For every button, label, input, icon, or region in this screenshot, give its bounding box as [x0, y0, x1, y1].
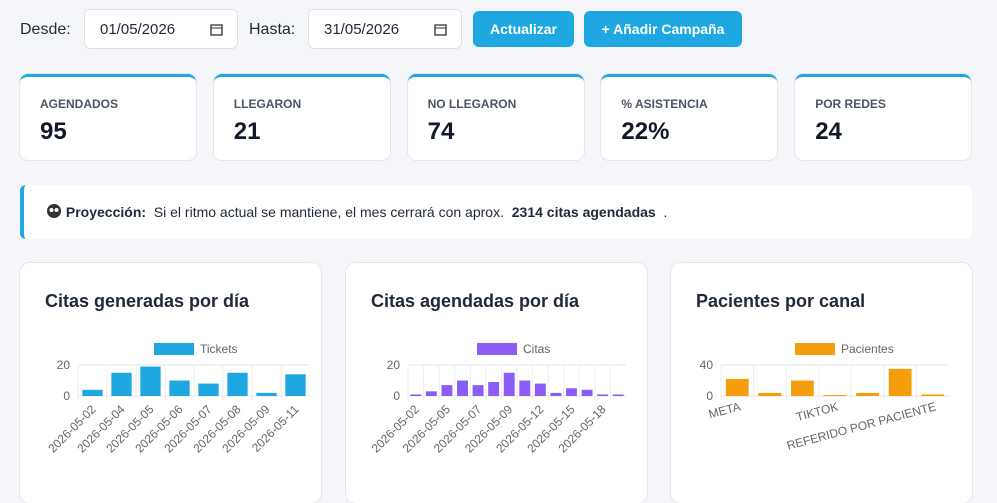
- kpi-value: 22%: [621, 118, 670, 145]
- projection-banner: Proyección: Si el ritmo actual se mantie…: [20, 185, 972, 239]
- chart-title: Citas generadas por día: [45, 291, 250, 311]
- kpi-card: NO LLEGARON 74: [407, 74, 584, 160]
- legend-label: Citas: [523, 342, 550, 356]
- legend-label: Tickets: [200, 342, 238, 356]
- dashboard: Desde: 01/05/2026 Hasta: 31/05/2026 Actu…: [20, 9, 972, 503]
- from-date[interactable]: 01/05/2026: [84, 9, 238, 49]
- legend-swatch: [795, 343, 835, 355]
- projection-highlight: 2314 citas agendadas: [511, 204, 656, 220]
- from-label: Desde:: [20, 21, 71, 38]
- bar: [441, 385, 453, 396]
- calendar-icon: [210, 24, 223, 36]
- kpi-label: AGENDADOS: [40, 97, 119, 111]
- kpi-value: 24: [815, 118, 842, 145]
- chart-card: Citas agendadas por día Citas 0 20 2026-05-0…: [346, 263, 647, 503]
- bar: [169, 380, 190, 396]
- kpi-value: 95: [40, 118, 67, 145]
- to-date[interactable]: 31/05/2026: [308, 9, 462, 49]
- kpi-card: % ASISTENCIA 22%: [601, 74, 778, 160]
- bar: [425, 391, 437, 396]
- calendar-icon: [434, 24, 447, 36]
- y-tick-label: 0: [706, 389, 713, 403]
- bar: [227, 372, 248, 396]
- kpi-card: AGENDADOS 95: [20, 74, 196, 160]
- kpi-label: LLEGARON: [233, 97, 302, 111]
- kpi-card: POR REDES 24: [795, 74, 972, 160]
- to-label: Hasta:: [249, 21, 296, 38]
- kpi-label: NO LLEGARON: [427, 97, 517, 111]
- projection-end: .: [663, 204, 668, 220]
- bar: [488, 382, 500, 396]
- from-value: 01/05/2026: [100, 21, 176, 38]
- y-tick-label: 20: [387, 358, 401, 372]
- bar: [921, 394, 945, 396]
- bar: [285, 374, 306, 396]
- to-value: 31/05/2026: [324, 21, 400, 38]
- bar: [791, 380, 814, 396]
- bar: [256, 392, 277, 396]
- legend-swatch: [154, 343, 194, 355]
- projection-icon: [47, 204, 61, 218]
- y-tick-label: 40: [700, 358, 714, 372]
- bar: [597, 394, 609, 396]
- bar: [856, 392, 879, 396]
- bar: [823, 395, 847, 396]
- y-tick-label: 20: [57, 358, 71, 372]
- bar: [519, 380, 531, 396]
- chart: Tickets0202026-05-022026-05-042026-05-05…: [45, 342, 310, 456]
- bar: [503, 372, 515, 396]
- chart-title: Citas agendadas por día: [371, 291, 580, 311]
- bar: [457, 380, 468, 396]
- projection-text: Si el ritmo actual se mantiene, el mes c…: [153, 204, 504, 220]
- kpi-label: POR REDES: [815, 97, 886, 111]
- bar: [111, 372, 132, 396]
- legend-swatch: [477, 343, 517, 355]
- kpi-card: LLEGARON 21: [213, 74, 390, 160]
- bar: [534, 383, 546, 396]
- kpi-value: 21: [233, 118, 261, 145]
- legend-label: Pacientes: [841, 342, 894, 356]
- add-campaign-button[interactable]: + Añadir Campaña: [584, 11, 742, 47]
- kpi-value: 74: [427, 118, 455, 145]
- bar: [758, 392, 782, 396]
- kpi-label: % ASISTENCIA: [621, 97, 708, 111]
- x-tick-label: TIKTOK: [794, 399, 839, 424]
- chart-card: Citas generadas por día Tickets 0 20 2026-05…: [20, 263, 321, 503]
- bar: [82, 389, 103, 396]
- y-tick-label: 0: [63, 389, 70, 403]
- chart: Citas0202026-05-022026-05-052026-05-0720…: [369, 342, 626, 456]
- chart-card: Pacientes por canal Pacientes 0 40 META TIKTO…: [671, 263, 972, 503]
- bar: [888, 368, 912, 396]
- bar: [472, 385, 484, 396]
- y-tick-label: 0: [393, 389, 400, 403]
- projection-label: Proyección:: [65, 204, 147, 220]
- update-button[interactable]: Actualizar: [473, 11, 574, 47]
- bar: [612, 394, 624, 396]
- bar: [140, 366, 161, 396]
- chart-title: Pacientes por canal: [696, 291, 866, 311]
- bar: [566, 388, 577, 396]
- bar: [410, 394, 422, 396]
- bar: [581, 389, 593, 396]
- bar: [725, 378, 749, 396]
- bar: [198, 383, 219, 396]
- bar: [550, 392, 562, 396]
